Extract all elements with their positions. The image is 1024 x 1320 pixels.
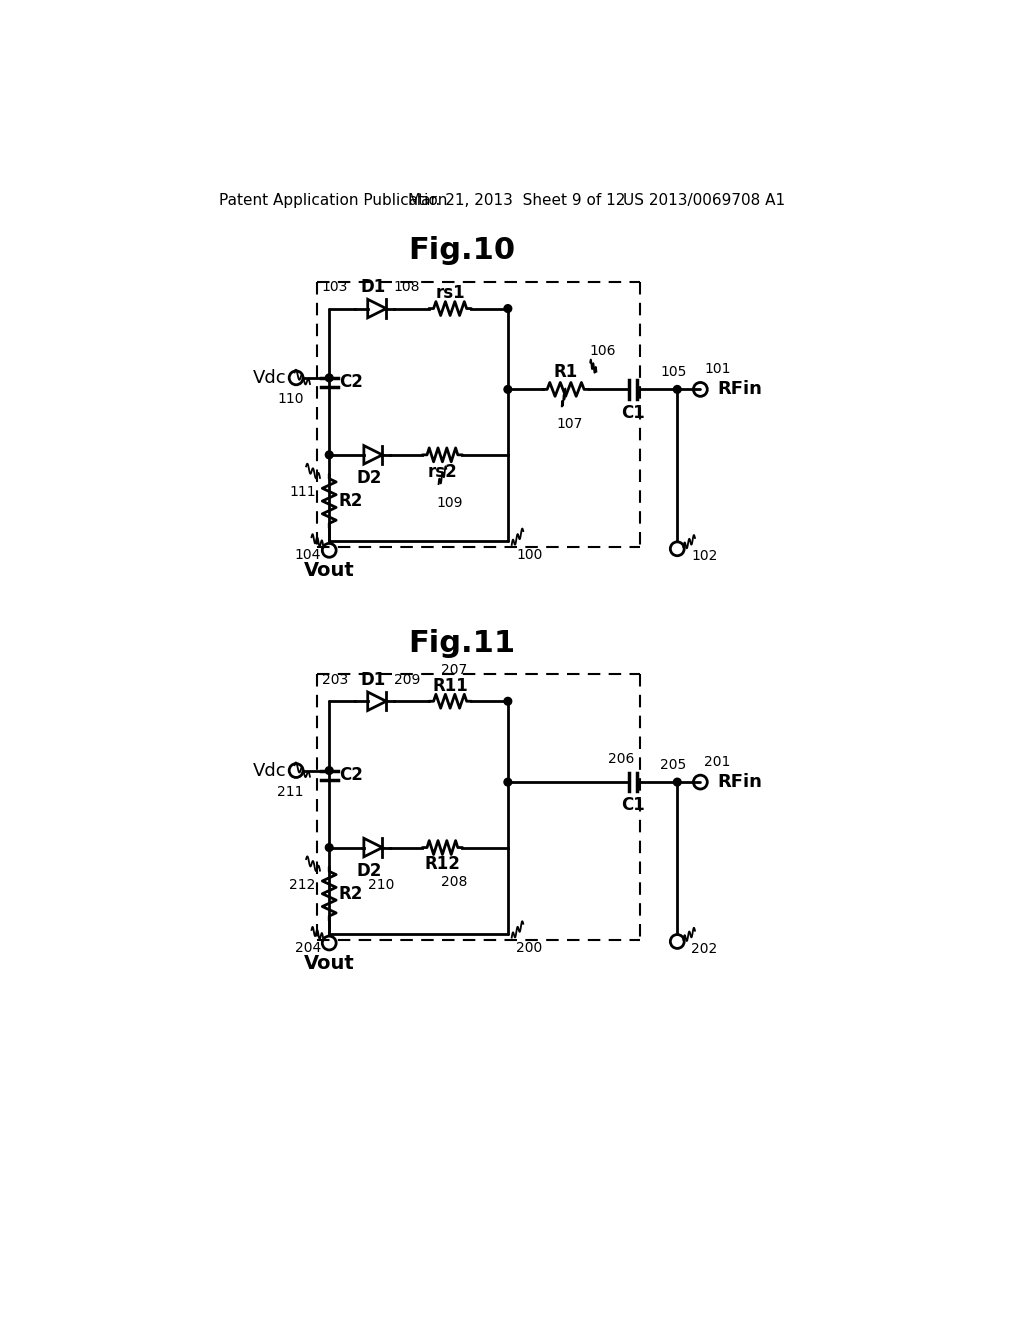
- Text: 212: 212: [289, 878, 315, 891]
- Text: C1: C1: [621, 404, 644, 421]
- Text: 101: 101: [705, 363, 731, 376]
- Circle shape: [326, 451, 333, 459]
- Circle shape: [504, 697, 512, 705]
- Text: R11: R11: [432, 677, 468, 694]
- Text: R2: R2: [339, 492, 362, 510]
- Circle shape: [504, 385, 512, 393]
- Text: Vdc: Vdc: [253, 368, 287, 387]
- Text: D1: D1: [360, 671, 386, 689]
- Text: US 2013/0069708 A1: US 2013/0069708 A1: [624, 193, 785, 209]
- Text: C2: C2: [339, 374, 362, 392]
- Circle shape: [674, 385, 681, 393]
- Text: 202: 202: [691, 942, 718, 956]
- Circle shape: [326, 843, 333, 851]
- Text: Vout: Vout: [304, 953, 354, 973]
- Text: D1: D1: [360, 279, 386, 296]
- Text: 102: 102: [691, 549, 718, 564]
- Circle shape: [674, 779, 681, 785]
- Text: Fig.11: Fig.11: [409, 630, 515, 657]
- Text: rs2: rs2: [428, 463, 458, 480]
- Text: 203: 203: [322, 673, 348, 686]
- Circle shape: [504, 305, 512, 313]
- Text: 204: 204: [295, 941, 321, 954]
- Text: 105: 105: [660, 366, 687, 379]
- Text: 103: 103: [322, 280, 348, 294]
- Text: R1: R1: [554, 363, 578, 381]
- Text: 111: 111: [289, 484, 315, 499]
- Text: 104: 104: [295, 548, 321, 562]
- Circle shape: [504, 779, 512, 785]
- Text: R12: R12: [425, 855, 461, 874]
- Text: 205: 205: [660, 758, 686, 772]
- Text: 100: 100: [516, 548, 543, 562]
- Text: C2: C2: [339, 766, 362, 784]
- Text: 110: 110: [278, 392, 304, 407]
- Text: Vout: Vout: [304, 561, 354, 579]
- Text: Fig.10: Fig.10: [409, 236, 515, 265]
- Text: 106: 106: [590, 345, 615, 358]
- Text: D2: D2: [356, 469, 382, 487]
- Text: rs1: rs1: [435, 284, 465, 302]
- Text: 210: 210: [368, 878, 394, 891]
- Text: D2: D2: [356, 862, 382, 879]
- Text: 109: 109: [437, 495, 463, 510]
- Text: 207: 207: [441, 664, 467, 677]
- Circle shape: [326, 374, 333, 381]
- Text: RFin: RFin: [717, 774, 762, 791]
- Text: Vdc: Vdc: [253, 762, 287, 780]
- Text: 107: 107: [556, 417, 583, 432]
- Text: 209: 209: [394, 673, 420, 686]
- Text: 200: 200: [516, 941, 543, 954]
- Text: 201: 201: [705, 755, 730, 770]
- Text: 108: 108: [394, 280, 421, 294]
- Text: 208: 208: [440, 875, 467, 890]
- Text: C1: C1: [621, 796, 644, 814]
- Text: R2: R2: [339, 884, 362, 903]
- Text: Mar. 21, 2013  Sheet 9 of 12: Mar. 21, 2013 Sheet 9 of 12: [408, 193, 625, 209]
- Text: 206: 206: [608, 752, 634, 766]
- Text: 211: 211: [278, 785, 304, 799]
- Text: Patent Application Publication: Patent Application Publication: [219, 193, 447, 209]
- Text: RFin: RFin: [717, 380, 762, 399]
- Circle shape: [326, 767, 333, 775]
